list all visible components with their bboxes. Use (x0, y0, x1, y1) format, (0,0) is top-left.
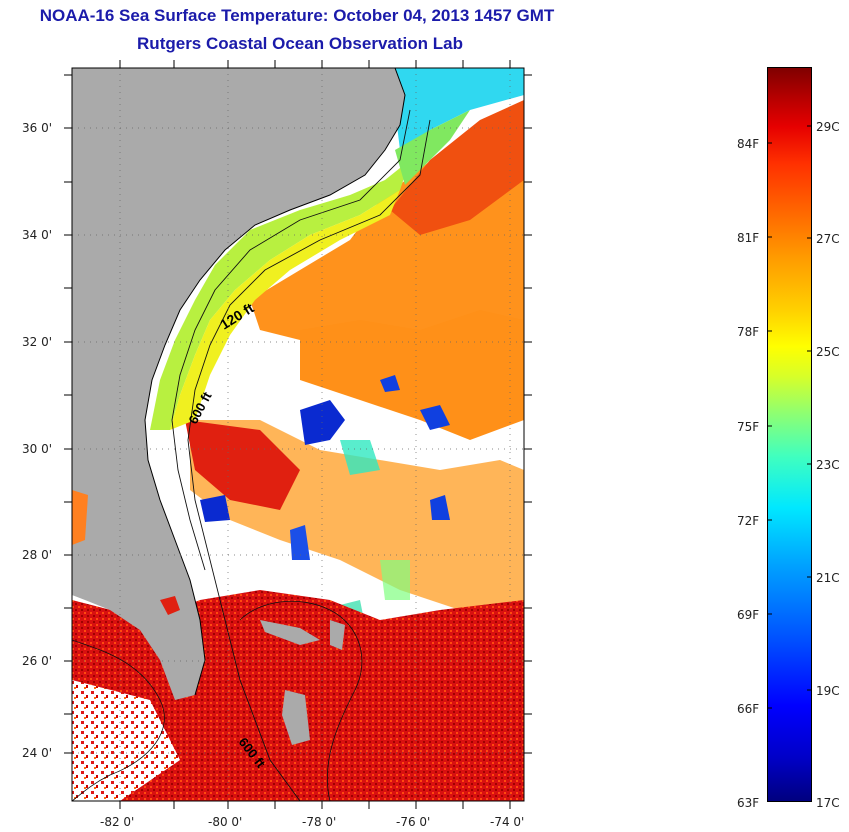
colorbar-label-23c: 23C (816, 458, 840, 472)
colorbar-label-78f: 78F (737, 325, 760, 339)
map-title: NOAA-16 Sea Surface Temperature: October… (39, 6, 555, 25)
land-mainland (72, 68, 405, 700)
contour-120ft (171, 109, 411, 571)
temperature-colorbar (767, 67, 812, 802)
colorbar-label-17c: 17C (816, 796, 840, 810)
island-andros (282, 690, 310, 745)
colorbar-label-66f: 66F (737, 702, 760, 716)
lat-label-36: 36 0' (22, 121, 53, 135)
lon-label-78: -78 0' (302, 815, 337, 829)
lon-label-82: -82 0' (100, 815, 135, 829)
nearshore-green-band (150, 160, 410, 430)
cold-patch-5 (430, 495, 450, 520)
colorbar-label-19c: 19C (816, 684, 840, 698)
lat-label-26: 26 0' (22, 654, 53, 668)
lon-label-74: -74 0' (490, 815, 525, 829)
orange-sst-north (390, 100, 524, 235)
colorbar-label-25c: 25C (816, 345, 840, 359)
colorbar-label-84f: 84F (737, 137, 760, 151)
coastline (144, 68, 406, 696)
contour-southwest (72, 639, 165, 801)
lat-label-32: 32 0' (22, 335, 53, 349)
island-grand-bahama (260, 620, 320, 645)
contour-deep (239, 600, 363, 801)
contour-600ft (187, 119, 431, 801)
lon-label-76: -76 0' (396, 815, 431, 829)
inland-lake (160, 596, 180, 615)
colorbar-label-69f: 69F (737, 608, 760, 622)
lat-label-24: 24 0' (22, 746, 53, 760)
cold-patch-3 (200, 495, 230, 522)
nearshore-green-north (395, 110, 470, 185)
map-subtitle: Rutgers Coastal Ocean Observation Lab (137, 34, 463, 53)
axis-ticks (64, 60, 532, 809)
cyan-patch-3 (380, 560, 410, 600)
map-border (71, 67, 525, 802)
colorbar-label-29c: 29C (816, 120, 840, 134)
colorbar-label-72f: 72F (737, 514, 760, 528)
lon-label-80: -80 0' (208, 815, 243, 829)
cold-patch-2 (420, 405, 450, 430)
colorbar-label-75f: 75F (737, 420, 760, 434)
lat-label-30: 30 0' (22, 442, 53, 456)
lat-label-34: 34 0' (22, 228, 53, 242)
cold-patch-6 (380, 375, 400, 392)
nearshore-cyan-north (390, 68, 524, 150)
island-abaco (330, 620, 345, 650)
colorbar-label-63f: 63F (737, 796, 760, 810)
cold-patch-1 (300, 400, 345, 445)
colorbar-label-27c: 27C (816, 232, 840, 246)
colorbar-label-81f: 81F (737, 231, 760, 245)
cold-patch-4 (290, 525, 310, 560)
lat-label-28: 28 0' (22, 548, 53, 562)
graticule (72, 68, 524, 801)
red-sst-near-shelf (185, 420, 300, 510)
speckled-cloud-southwest (72, 680, 180, 801)
colorbar-label-21c: 21C (816, 571, 840, 585)
gulf-coast-sst (72, 490, 88, 545)
orange-sst-central (300, 310, 524, 440)
cyan-patch-1 (340, 440, 380, 475)
